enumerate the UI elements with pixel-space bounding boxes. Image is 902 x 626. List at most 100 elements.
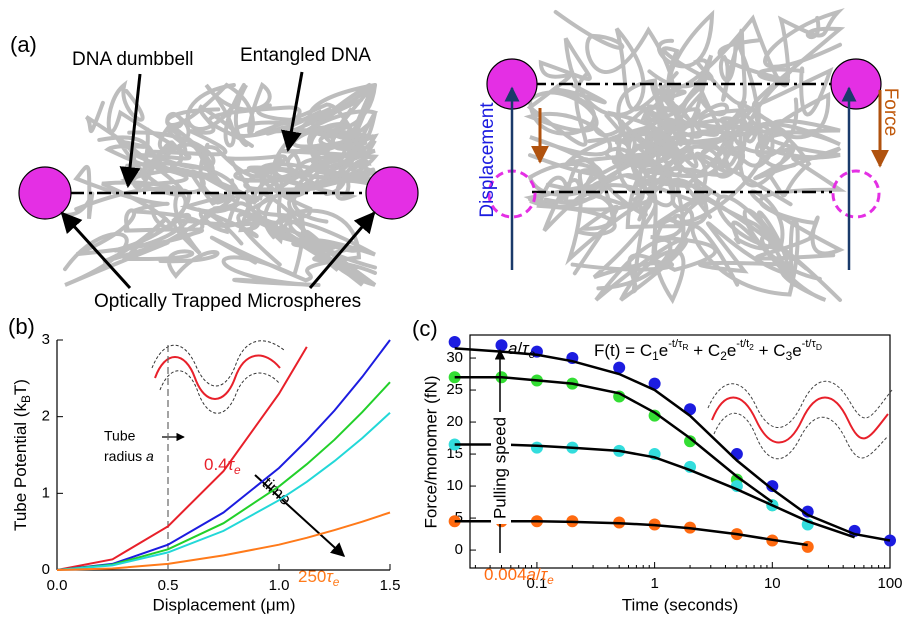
data-point [448,371,461,384]
x-axis-label: Time (seconds) [622,595,739,614]
y-tick-label: 1 [42,484,50,501]
data-point [648,409,661,422]
plot: 0.1110100051015202530 [446,334,902,592]
dna-strand [619,93,695,164]
series-line [454,520,808,547]
force-label: Force [880,88,901,137]
text-run: F(t) = C [594,341,652,360]
data-point [448,438,461,451]
x-tick-label: 1.5 [380,577,401,594]
tube-inset [707,380,893,460]
data-point [530,441,543,454]
series-line [56,511,391,571]
dna-strand [594,177,713,305]
text-run: τ [541,565,549,584]
microsphere [830,58,882,110]
label: Entangled DNA [240,45,371,66]
y-tick-label: 10 [446,477,463,494]
plot: 0.0 0.5 1.0 1.5 0 1 2 3 [42,331,401,594]
x-tick-label: 0.0 [47,577,68,594]
y-tick-label: 0 [455,541,463,558]
dna-strand [717,15,846,117]
microsphere [18,166,72,220]
y-tick-label: 30 [446,349,463,366]
data-point [801,540,814,553]
text-run: e [659,341,668,360]
arrow [254,474,346,557]
series-line [56,381,391,571]
dna-strand [63,164,205,257]
y-tick-label: 25 [446,381,463,398]
dna-strand [97,135,217,190]
x-tick-label: 0.1 [526,575,547,592]
arrow [119,73,142,189]
text-run: e [792,341,801,360]
label: Optically Trapped Microspheres [94,291,361,312]
text-run: radius [104,448,146,464]
text-run: 1 [652,349,659,363]
dna-strand [198,142,288,203]
annotation: 0.004a/τe [484,565,554,587]
text-run: B [19,395,33,403]
inset-tube [711,396,889,444]
text-run: -t/τ [802,338,817,350]
arrow [60,211,132,290]
annotation: Tube [104,428,136,444]
y-axis-label: Tube Potential (kBT) [11,379,33,531]
series-line [454,375,774,504]
series-line [56,412,391,571]
dna-strand [553,10,747,138]
text-run: e [547,573,554,587]
dna-strand [579,136,708,230]
data-point [684,435,697,448]
dna-strand [123,169,287,243]
microsphere [365,166,419,220]
text-run: a [508,339,517,358]
entangled-dna [63,8,847,305]
text-run: + C [754,341,786,360]
text-run: τ [522,339,530,358]
annotation: radius a [104,448,154,464]
series-line [454,443,856,539]
formula: F(t) = C1e-t/τR + C2e-t/t2 + C3e-t/τD [594,338,822,363]
panel-label: (a) [10,32,37,57]
text-run: / [536,565,541,584]
displacement-label: Displacement [477,102,498,218]
data-point [801,505,814,518]
x-tick-label: 10 [764,575,781,592]
text-run: τ [228,455,236,474]
text-run: 0.4 [204,455,228,474]
text-run: -t/τ [668,338,683,350]
y-tick-label: 3 [42,331,50,348]
text-run: e [333,575,340,589]
arrow [308,211,376,289]
dna-strand [165,81,272,148]
annotation: Pulling speed [490,417,509,519]
data-point [648,377,661,390]
panel-label: (b) [8,314,35,339]
text-run: 2 [720,349,727,363]
dna-strand [754,91,841,169]
text-run: a [527,565,536,584]
y-tick-label: 20 [446,413,463,430]
text-run: e [234,463,241,477]
panel-label: (c) [412,316,438,341]
text-run: 3 [786,349,793,363]
x-tick-label: 0.5 [158,577,179,594]
plot-frame [469,334,891,569]
text-run: T) [11,379,30,395]
text-run: e [727,341,736,360]
dna-strand [698,210,842,302]
arrow [281,71,304,153]
series-line [56,346,308,571]
text-run: τ [326,567,334,586]
dna-strand [106,79,215,179]
label-background [491,412,511,524]
label: DNA dumbbell [72,49,193,70]
inset-wall [707,380,893,460]
text-run: D [816,342,822,352]
data-point [448,515,461,528]
y-axis-label: Force/monomer (fN) [421,375,440,528]
dna-strand [254,83,377,151]
